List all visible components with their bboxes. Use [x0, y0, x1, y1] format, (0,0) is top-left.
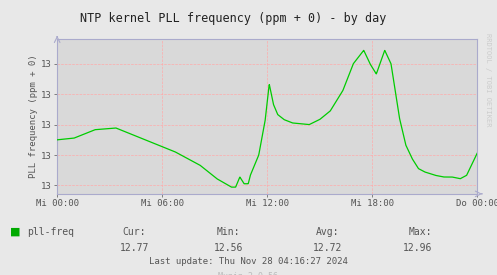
Text: pll-freq: pll-freq [27, 227, 75, 237]
Text: 12.77: 12.77 [119, 243, 149, 253]
Text: Avg:: Avg: [316, 227, 340, 237]
Y-axis label: PLL frequency (ppm + 0): PLL frequency (ppm + 0) [29, 54, 38, 178]
Text: NTP kernel PLL frequency (ppm + 0) - by day: NTP kernel PLL frequency (ppm + 0) - by … [81, 12, 387, 25]
Text: 12.96: 12.96 [403, 243, 432, 253]
Text: Munin 2.0.56: Munin 2.0.56 [219, 272, 278, 275]
Text: Last update: Thu Nov 28 04:16:27 2024: Last update: Thu Nov 28 04:16:27 2024 [149, 257, 348, 266]
Text: 12.56: 12.56 [214, 243, 244, 253]
Text: RRDTOOL / TOBI OETIKER: RRDTOOL / TOBI OETIKER [485, 33, 491, 126]
Text: ■: ■ [10, 227, 20, 237]
Text: Max:: Max: [409, 227, 432, 237]
Text: Cur:: Cur: [122, 227, 146, 237]
Text: 12.72: 12.72 [313, 243, 343, 253]
Text: Min:: Min: [217, 227, 241, 237]
